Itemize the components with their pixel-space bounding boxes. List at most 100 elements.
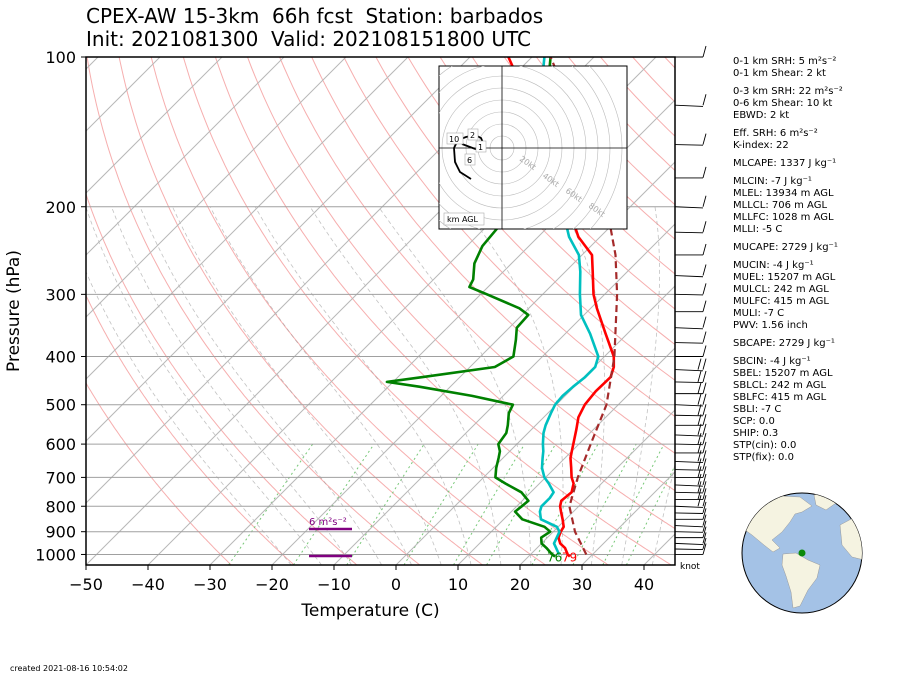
wind-barb-flag <box>702 458 707 470</box>
hodograph-height-label: 2 <box>470 131 475 140</box>
wind-barb-flag <box>702 345 707 357</box>
wind-barb-flag <box>697 382 702 394</box>
wind-barb-flag <box>702 537 707 550</box>
wind-barb-flag <box>702 481 707 493</box>
wind-barb <box>674 491 704 494</box>
wind-barb-flag <box>702 495 707 507</box>
wind-barb-flag <box>702 432 707 445</box>
dry-adiabat <box>279 57 675 492</box>
stat-line: SBLI: -7 C <box>733 404 782 415</box>
stat-line: STP(fix): 0.0 <box>733 452 794 463</box>
x-tick-label: −50 <box>69 575 103 594</box>
wind-barb-flag <box>702 414 707 426</box>
x-tick-label: 40 <box>634 575 654 594</box>
wind-barb-flag <box>702 283 707 295</box>
stat-line: SCP: 0.0 <box>733 416 775 427</box>
mixing-ratio-line <box>403 443 479 565</box>
wind-barb <box>674 484 704 487</box>
stat-line: SBLCL: 242 m AGL <box>733 380 827 391</box>
stat-line: MLLFC: 1028 m AGL <box>733 212 834 223</box>
wind-barb-flag <box>702 370 707 383</box>
wind-barb-flag <box>697 450 702 462</box>
wind-barb-flag <box>702 243 707 256</box>
wind-barb-flag <box>702 358 707 370</box>
wind-barb <box>674 443 704 446</box>
wind-barb-flag <box>702 393 707 405</box>
hodograph-height-box <box>467 128 479 141</box>
wind-barb-flag <box>702 166 707 179</box>
dry-adiabat <box>182 57 609 565</box>
moist-adiabat <box>621 206 661 565</box>
stat-line: SBCAPE: 2729 J kg⁻¹ <box>733 338 835 349</box>
stat-line: 0-1 km SRH: 5 m²s⁻² <box>733 56 837 67</box>
stat-line: STP(cin): 0.0 <box>733 440 797 451</box>
plot-frame <box>85 56 676 566</box>
x-tick-label: 30 <box>572 575 592 594</box>
wind-barb-flag <box>702 526 707 538</box>
created-timestamp: created 2021-08-16 10:54:02 <box>10 664 128 673</box>
x-tick-label: 0 <box>391 575 401 594</box>
dry-adiabat <box>439 57 675 310</box>
isotherm <box>86 57 285 256</box>
x-tick-label: −40 <box>131 575 165 594</box>
mixing-ratio-line <box>625 464 675 565</box>
wind-barb-flag <box>702 316 707 328</box>
wind-barb <box>674 231 704 234</box>
wind-barb <box>674 206 704 209</box>
wind-barb <box>674 505 704 508</box>
dry-adiabat <box>311 57 675 454</box>
y-tick-label: 700 <box>45 468 76 487</box>
moist-adiabat <box>172 206 412 565</box>
dry-adiabat <box>407 57 675 346</box>
wind-barb <box>674 404 704 407</box>
wind-barb <box>674 275 704 278</box>
stat-line: MULCL: 242 m AGL <box>733 284 829 295</box>
wind-barb-flag <box>702 450 707 462</box>
x-tick-label: −30 <box>193 575 227 594</box>
location-globe <box>741 492 863 614</box>
stat-line: MULI: -7 C <box>733 308 785 319</box>
stat-line: Eff. SRH: 6 m²s⁻² <box>733 128 818 139</box>
stat-line: MLCAPE: 1337 J kg⁻¹ <box>733 158 837 169</box>
wind-barb <box>674 293 704 296</box>
y-tick-label: 400 <box>45 348 76 367</box>
moist-adiabat <box>86 206 322 565</box>
mixing-ratio-line <box>453 443 525 565</box>
wind-barb-flag <box>697 458 702 470</box>
hodograph-legend-box <box>443 212 485 226</box>
hodograph-height-box <box>464 153 476 166</box>
wind-barb <box>674 542 704 546</box>
wind-barb <box>674 327 704 330</box>
stat-line: SBLFC: 415 m AGL <box>733 392 827 403</box>
wind-barb-flag <box>697 358 702 370</box>
chart-title-line-1: CPEX-AW 15-3km 66h fcst Station: barbado… <box>86 4 544 28</box>
isotherm <box>333 223 675 565</box>
station-marker <box>798 549 806 557</box>
moist-adiabat <box>309 206 502 565</box>
dry-adiabat <box>375 57 675 381</box>
wind-barb-flag <box>702 45 707 58</box>
surface-dewpoint-label: 76 <box>547 551 562 565</box>
mixing-ratio-line <box>346 443 425 565</box>
isotherm <box>86 57 161 132</box>
wind-barb-flag <box>702 473 707 486</box>
wind-barb-flag <box>702 404 707 416</box>
moist-adiabat <box>651 462 675 565</box>
isotherm <box>457 347 675 565</box>
chart-title-line-2: Init: 2021081300 Valid: 202108151800 UTC <box>86 27 532 51</box>
wind-barb <box>674 381 704 383</box>
wind-barb-flag <box>697 488 702 500</box>
isotherm <box>581 471 675 565</box>
stat-line: 0-6 km Shear: 10 kt <box>733 98 833 109</box>
background-lines <box>86 57 675 565</box>
dry-adiabat <box>343 57 675 418</box>
mixing-ratio-line <box>228 443 314 565</box>
isotherm <box>86 57 409 380</box>
wind-barb-flag <box>702 520 707 532</box>
hodograph-height-box <box>475 140 487 153</box>
dry-adiabat <box>86 294 295 565</box>
dry-adiabat <box>86 57 421 565</box>
wind-barb <box>674 548 704 551</box>
wind-barb-flag <box>702 300 707 312</box>
